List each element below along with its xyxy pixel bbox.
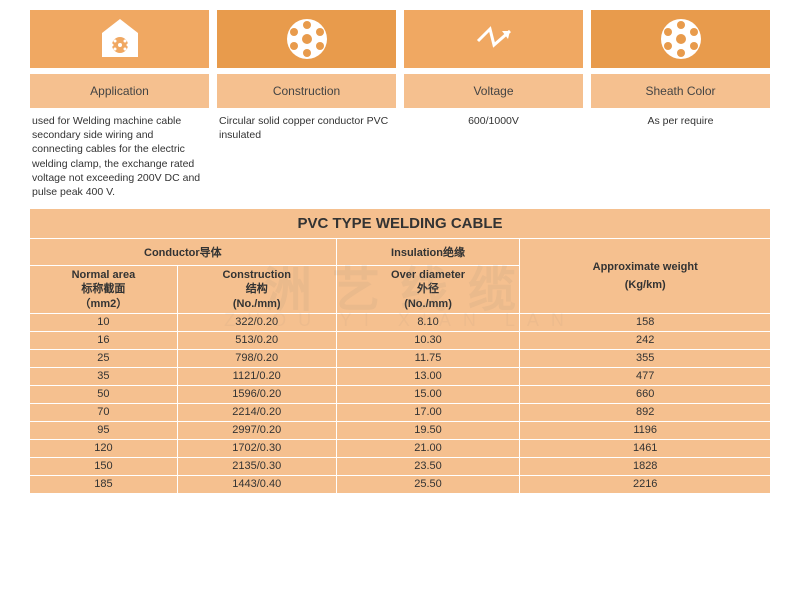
table-title: PVC TYPE WELDING CABLE — [30, 209, 770, 239]
header-sheath: Sheath Color — [591, 74, 770, 108]
table-cell: 21.00 — [336, 439, 520, 457]
icon-row — [30, 10, 770, 68]
table-cell: 1121/0.20 — [177, 367, 336, 385]
table-cell: 23.50 — [336, 457, 520, 475]
voltage-icon — [404, 10, 583, 68]
table-row: 10322/0.208.10158 — [30, 313, 770, 331]
col-weight: Approximate weight (Kg/km) — [520, 239, 770, 313]
table-cell: 892 — [520, 403, 770, 421]
table-cell: 16 — [30, 331, 177, 349]
table-row: 25798/0.2011.75355 — [30, 349, 770, 367]
table-cell: 322/0.20 — [177, 313, 336, 331]
header-row: Application Construction Voltage Sheath … — [30, 74, 770, 108]
col-area-line1: Normal area — [32, 268, 175, 282]
table-row: 702214/0.2017.00892 — [30, 403, 770, 421]
col-cons-line2: 结构 — [180, 282, 334, 296]
table-cell: 2997/0.20 — [177, 421, 336, 439]
table-cell: 8.10 — [336, 313, 520, 331]
table-row: 1502135/0.3023.501828 — [30, 457, 770, 475]
table-cell: 95 — [30, 421, 177, 439]
col-dia-line1: Over diameter — [339, 268, 518, 282]
col-diameter: Over diameter 外径 (No./mm) — [336, 266, 520, 314]
header-application: Application — [30, 74, 209, 108]
table-row: 351121/0.2013.00477 — [30, 367, 770, 385]
table-cell: 1196 — [520, 421, 770, 439]
table-cell: 1828 — [520, 457, 770, 475]
table-cell: 120 — [30, 439, 177, 457]
table-cell: 1702/0.30 — [177, 439, 336, 457]
table-cell: 25.50 — [336, 475, 520, 493]
table-cell: 13.00 — [336, 367, 520, 385]
table-cell: 2135/0.30 — [177, 457, 336, 475]
col-weight-line1: Approximate weight — [525, 261, 765, 273]
table-row: 952997/0.2019.501196 — [30, 421, 770, 439]
desc-application: used for Welding machine cable secondary… — [30, 114, 209, 199]
table-cell: 355 — [520, 349, 770, 367]
sheath-icon — [591, 10, 770, 68]
desc-construction: Circular solid copper conductor PVC insu… — [217, 114, 396, 199]
desc-sheath: As per require — [591, 114, 770, 199]
table-cell: 150 — [30, 457, 177, 475]
table-cell: 19.50 — [336, 421, 520, 439]
table-cell: 477 — [520, 367, 770, 385]
description-row: used for Welding machine cable secondary… — [30, 114, 770, 199]
col-cons-line1: Construction — [180, 268, 334, 282]
table-cell: 1461 — [520, 439, 770, 457]
table-cell: 513/0.20 — [177, 331, 336, 349]
table-cell: 70 — [30, 403, 177, 421]
table-cell: 15.00 — [336, 385, 520, 403]
col-area-line3: （mm2） — [32, 297, 175, 311]
col-cons-line3: (No./mm) — [180, 297, 334, 311]
table-body: 10322/0.208.1015816513/0.2010.3024225798… — [30, 313, 770, 493]
table-cell: 2214/0.20 — [177, 403, 336, 421]
construction-icon — [217, 10, 396, 68]
page-container: Application Construction Voltage Sheath … — [0, 0, 800, 504]
group-insulation: Insulation绝缘 — [336, 239, 520, 266]
col-area-line2: 标称截面 — [32, 282, 175, 296]
table-cell: 242 — [520, 331, 770, 349]
header-voltage: Voltage — [404, 74, 583, 108]
table-cell: 50 — [30, 385, 177, 403]
table-cell: 10.30 — [336, 331, 520, 349]
col-weight-line2: (Kg/km) — [525, 279, 765, 291]
application-icon — [30, 10, 209, 68]
table-row: 16513/0.2010.30242 — [30, 331, 770, 349]
table-cell: 798/0.20 — [177, 349, 336, 367]
table-cell: 25 — [30, 349, 177, 367]
table-cell: 1443/0.40 — [177, 475, 336, 493]
spec-table: Conductor导体 Insulation绝缘 Approximate wei… — [30, 239, 770, 494]
desc-voltage: 600/1000V — [404, 114, 583, 199]
table-cell: 2216 — [520, 475, 770, 493]
col-construction: Construction 结构 (No./mm) — [177, 266, 336, 314]
table-cell: 158 — [520, 313, 770, 331]
table-cell: 660 — [520, 385, 770, 403]
col-dia-line3: (No./mm) — [339, 297, 518, 311]
col-dia-line2: 外径 — [339, 282, 518, 296]
table-cell: 1596/0.20 — [177, 385, 336, 403]
table-row: 1851443/0.4025.502216 — [30, 475, 770, 493]
table-cell: 11.75 — [336, 349, 520, 367]
col-area: Normal area 标称截面 （mm2） — [30, 266, 177, 314]
table-row: 1201702/0.3021.001461 — [30, 439, 770, 457]
table-cell: 185 — [30, 475, 177, 493]
table-cell: 10 — [30, 313, 177, 331]
header-construction: Construction — [217, 74, 396, 108]
group-conductor: Conductor导体 — [30, 239, 336, 266]
table-cell: 17.00 — [336, 403, 520, 421]
table-row: 501596/0.2015.00660 — [30, 385, 770, 403]
table-cell: 35 — [30, 367, 177, 385]
